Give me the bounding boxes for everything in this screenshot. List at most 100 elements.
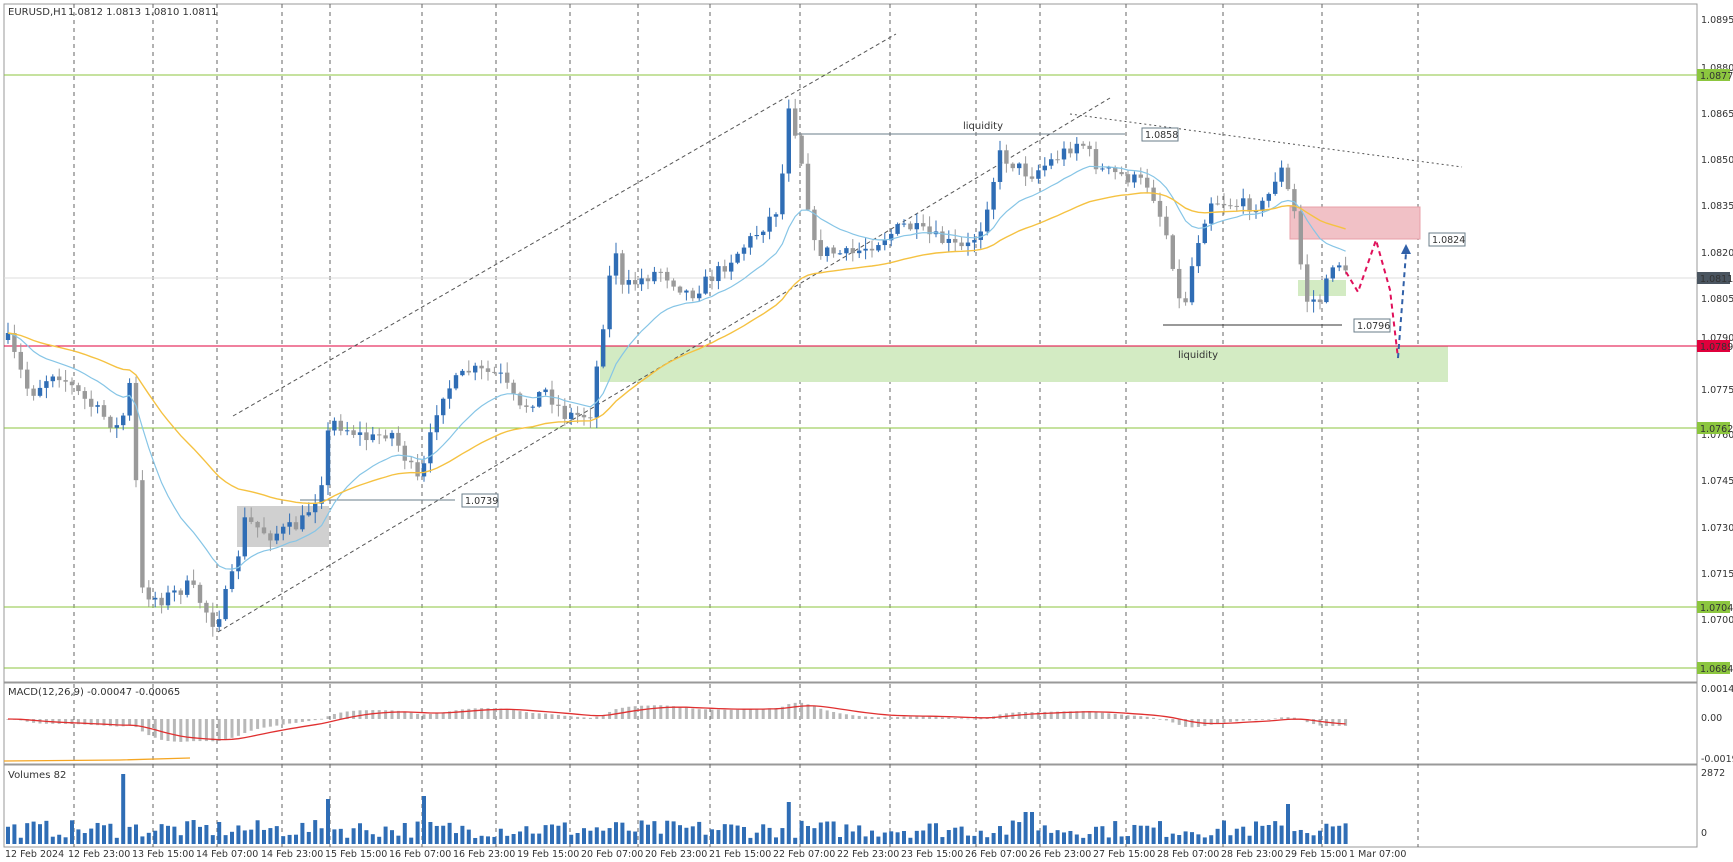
price-axis[interactable]: 1.0895 1.0880 1.0865 1.0850 1.0835 1.082… [1697, 15, 1733, 675]
volume-bar [588, 830, 593, 844]
macd-bar [864, 716, 868, 719]
volume-bar [6, 826, 10, 844]
candle-body [204, 602, 209, 613]
volume-bar [665, 820, 670, 844]
volume-bar [1004, 834, 1009, 844]
macd-bar [256, 719, 260, 729]
macd-bar [896, 716, 900, 719]
candle-body [389, 432, 395, 439]
macd-bar [876, 717, 880, 719]
macd-bar [1024, 712, 1028, 719]
candle-body [665, 271, 670, 281]
candle-body [543, 389, 548, 393]
macd-bar [1267, 719, 1271, 720]
volume-bar [972, 835, 977, 844]
candle-body [1292, 189, 1297, 212]
volume-bar [870, 830, 874, 844]
volume-bar [127, 826, 132, 844]
volume-bar [1119, 836, 1124, 844]
candle-body [140, 480, 145, 588]
left-level-tag-box [461, 493, 499, 508]
volume-bar [838, 837, 842, 844]
candle-body [825, 247, 830, 257]
time-axis[interactable]: 12 Feb 2024 12 Feb 23:00 13 Feb 15:00 14… [5, 849, 1406, 860]
main-panel [3, 3, 1698, 683]
macd-bar [729, 709, 733, 719]
macd-bar [313, 719, 317, 721]
candle-body [1081, 143, 1086, 146]
volume-bar [998, 826, 1002, 844]
volume-bar [1311, 835, 1316, 844]
volume-bar [268, 828, 273, 844]
candle-body [1247, 198, 1252, 212]
volume-bar [754, 832, 759, 844]
candle-body [684, 290, 689, 293]
volume-bar [230, 831, 234, 844]
time-tick: 12 Feb 2024 [5, 849, 64, 860]
volume-bar [620, 822, 625, 844]
candle-body [530, 406, 535, 408]
volume-bar [249, 829, 254, 844]
candle-body [498, 372, 503, 374]
macd-bar [1132, 715, 1136, 719]
candle-body [972, 239, 977, 243]
macd-bar [684, 707, 688, 719]
level-badge-5-text: 1.0684 [1700, 664, 1733, 675]
macd-bar [736, 709, 740, 719]
volume-bar [121, 774, 126, 844]
candle-body [940, 231, 945, 243]
macd-bar [870, 716, 874, 719]
volume-bar [89, 828, 94, 844]
macd-bar [1305, 719, 1309, 723]
macd-bar [691, 708, 695, 719]
volume-bar [498, 828, 503, 844]
volume-bar [697, 821, 702, 844]
candle-body [1068, 148, 1073, 154]
volume-bar [863, 836, 868, 844]
volume-bar [767, 827, 772, 844]
volume-bar [914, 830, 919, 844]
macd-bar [915, 716, 919, 719]
volume-bar [1292, 831, 1297, 844]
candle-body [889, 233, 894, 241]
candle-body [101, 405, 107, 417]
volume-bar [543, 825, 548, 844]
candle-body [793, 108, 798, 136]
macd-bar [1056, 711, 1060, 719]
volume-bar [274, 826, 279, 844]
candle-body [517, 393, 523, 406]
macd-bar [844, 714, 848, 719]
macd-bar [441, 712, 445, 719]
projection-path-red [1345, 236, 1399, 359]
candle-body [562, 405, 567, 419]
macd-bar [102, 719, 106, 726]
macd-bar [838, 713, 842, 719]
volume-bar [447, 822, 452, 844]
volume-bar [716, 830, 721, 844]
candle-body [1106, 167, 1111, 169]
price-tick: 1.0730 [1701, 523, 1733, 534]
macd-bar [768, 708, 772, 719]
left-level-tag: 1.0739 [465, 496, 498, 507]
time-tick: 14 Feb 07:00 [196, 849, 258, 860]
volume-bar [1234, 828, 1239, 844]
level-badge-4 [1697, 601, 1730, 613]
volume-bar [614, 822, 618, 844]
volume-bar [134, 824, 138, 844]
volume-bar [153, 830, 158, 844]
candle-body [780, 173, 785, 215]
volume-bar [300, 822, 305, 844]
volume-tick-top: 2872 [1701, 768, 1725, 779]
macd-bar [326, 716, 330, 719]
candle-body [57, 376, 62, 381]
macd-bar [512, 710, 516, 719]
candle-body [1305, 264, 1310, 302]
volume-bar [466, 829, 471, 844]
macd-bar [928, 716, 932, 719]
candle-body [741, 247, 747, 254]
macd-bar [921, 716, 925, 719]
volume-bar [748, 837, 753, 844]
volume-bar [460, 825, 465, 844]
volume-bar [159, 824, 164, 844]
